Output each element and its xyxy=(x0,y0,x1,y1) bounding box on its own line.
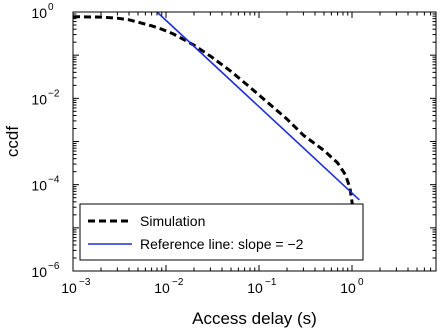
y-tick-label-exponent: −6 xyxy=(48,261,60,272)
y-tick-label: 10 xyxy=(31,264,47,280)
x-tick-label: 10 xyxy=(247,280,263,296)
legend-box xyxy=(79,203,364,261)
x-tick-label-exponent: −2 xyxy=(172,277,184,288)
y-tick-label: 10 xyxy=(31,178,47,194)
plot-frame xyxy=(72,11,437,272)
y-axis-label: ccdf xyxy=(3,126,22,157)
x-tick-label: 10 xyxy=(340,280,356,296)
legend-label-simulation: Simulation xyxy=(140,213,205,229)
x-axis-label: Access delay (s) xyxy=(192,309,317,328)
x-tick-label: 10 xyxy=(154,280,170,296)
y-tick-label-exponent: −2 xyxy=(48,88,60,99)
x-tick-label-exponent: 0 xyxy=(358,277,364,288)
x-tick-label: 10 xyxy=(61,280,77,296)
y-tick-label: 10 xyxy=(31,91,47,107)
legend: Simulation Reference line: slope = −2 xyxy=(79,203,364,261)
y-tick-label-exponent: −4 xyxy=(48,175,60,186)
x-tick-label-exponent: −1 xyxy=(265,277,277,288)
y-tick-label-exponent: 0 xyxy=(48,2,54,13)
series-line-simulation xyxy=(72,15,361,240)
y-tick-label: 10 xyxy=(31,5,47,21)
series-line-reference xyxy=(156,11,360,201)
legend-label-reference-line: Reference line: slope = −2 xyxy=(140,236,304,252)
series-layer xyxy=(72,11,361,240)
x-tick-label-exponent: −3 xyxy=(79,277,91,288)
x-axis-ticks: 10 −3 10 −2 10 −1 10 0 xyxy=(61,12,437,296)
